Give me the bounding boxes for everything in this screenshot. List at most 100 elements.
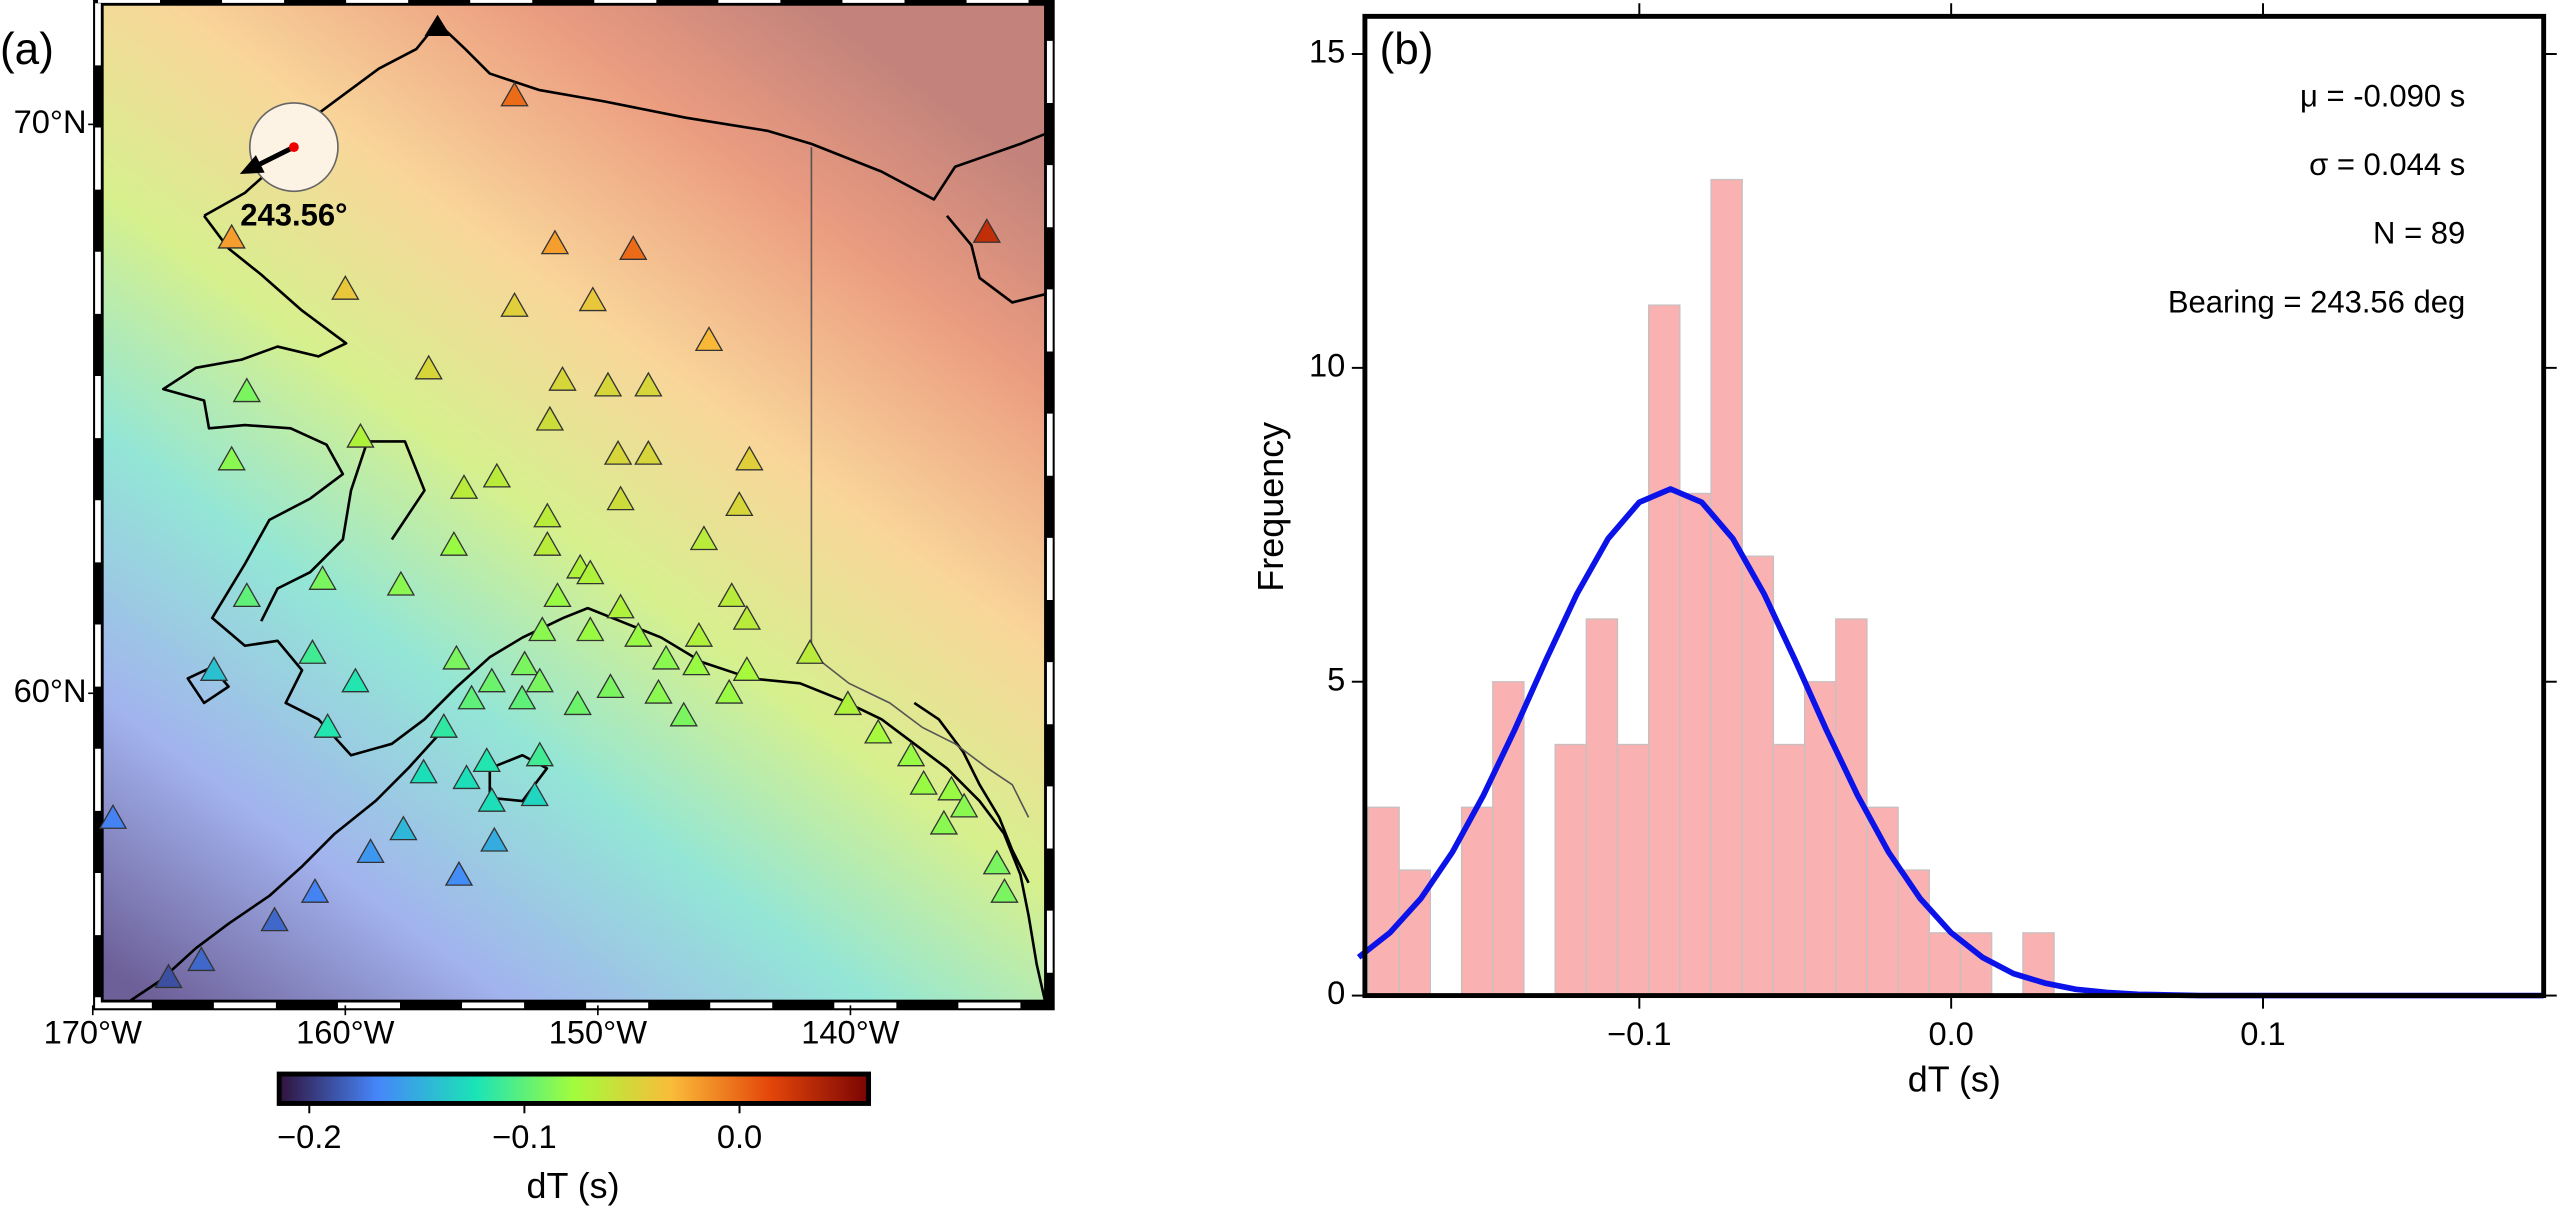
station [619,235,648,260]
station [864,718,893,744]
histogram-bar [1492,681,1525,997]
station [725,491,754,516]
colorbar-tick-label: 0.0 [717,1118,762,1155]
y-tick-label: 10 [1309,346,1345,383]
station [510,650,539,676]
station [603,439,633,465]
histogram-bar [1616,743,1650,997]
station [596,673,625,699]
station [442,644,471,670]
histogram-bar [1585,618,1619,997]
station [982,849,1012,875]
histogram-bar [1554,743,1587,997]
stat-annotation: N = 89 [2373,216,2465,251]
station [535,405,565,431]
map-frame-stripes [95,0,1053,1009]
station [298,639,327,664]
x-tick-label: 150°W [549,1013,647,1050]
colorbar: −0.2 −0.1 0.0 [276,1071,872,1155]
station [520,781,549,807]
y-tick-label: 5 [1327,660,1345,697]
station [482,462,512,488]
histogram-bar [1367,806,1400,997]
station [949,792,979,818]
station [578,286,608,312]
station [528,616,557,642]
stations [98,81,1019,989]
histogram-bar [1648,304,1681,997]
station [548,365,577,391]
event-dot [288,142,299,153]
y-axis-label: Frequency [1250,422,1291,592]
station [732,656,762,681]
station [694,326,724,352]
panel-label: (a) [0,25,54,74]
x-tick-label: 0.1 [2240,1015,2285,1052]
station [990,877,1019,903]
station [606,593,635,619]
histogram-bar [1803,681,1837,997]
bearing-arrow-head [239,155,265,175]
x-tick-label: −0.1 [1607,1015,1671,1052]
x-tick-label: 140°W [801,1013,899,1050]
station [735,445,764,471]
x-tick-label: 170°W [44,1013,142,1050]
station [232,377,262,403]
histogram-bar [1741,555,1775,997]
station [414,354,443,380]
station [457,684,486,710]
station [684,621,714,647]
station [260,906,289,932]
station [439,530,469,556]
fit-curve [1356,486,2544,999]
station [909,769,938,795]
histogram: −0.1 0.0 0.1 0 5 10 15 μ = -0.090 s σ = 0.044 s N… [1309,3,2557,1052]
station [232,582,262,608]
station [154,963,183,989]
histogram-bar [1710,178,1743,997]
station [624,621,653,647]
bearing-arrow-group [239,144,295,175]
station [682,650,711,676]
station [669,701,698,727]
station [313,713,342,738]
station [217,445,246,471]
station [795,639,825,664]
station [217,223,246,249]
station [689,525,719,551]
station [576,616,605,642]
map-frame-inner [102,4,1046,1002]
station [346,422,375,448]
histogram-bar [1772,743,1806,997]
station [409,758,438,784]
station [634,439,663,465]
station [833,690,863,716]
station [199,656,229,681]
x-tick-label: 160°W [296,1013,394,1050]
colorbar-tick-label: −0.1 [492,1118,556,1155]
station-marker [424,14,451,36]
station [972,218,1001,243]
histogram-bar [1928,932,1962,997]
histogram-bar [1679,492,1712,997]
station [896,741,926,767]
bearing-label: 243.56° [240,198,347,233]
station [937,775,966,801]
station [341,667,370,693]
station [356,838,385,864]
station [300,877,330,903]
station [634,371,663,397]
x-tick-label: 0.0 [1928,1015,1973,1052]
station [543,582,572,608]
y-tick-label: 15 [1309,33,1345,70]
colorbar-tick-label: −0.2 [277,1118,341,1155]
map-field [102,4,1045,1001]
station [444,860,474,886]
colorbar-label: dT (s) [526,1165,619,1206]
station [472,747,501,773]
station [563,690,592,716]
stat-annotation: σ = 0.044 s [2309,147,2465,182]
station [500,81,529,107]
station [429,713,458,738]
